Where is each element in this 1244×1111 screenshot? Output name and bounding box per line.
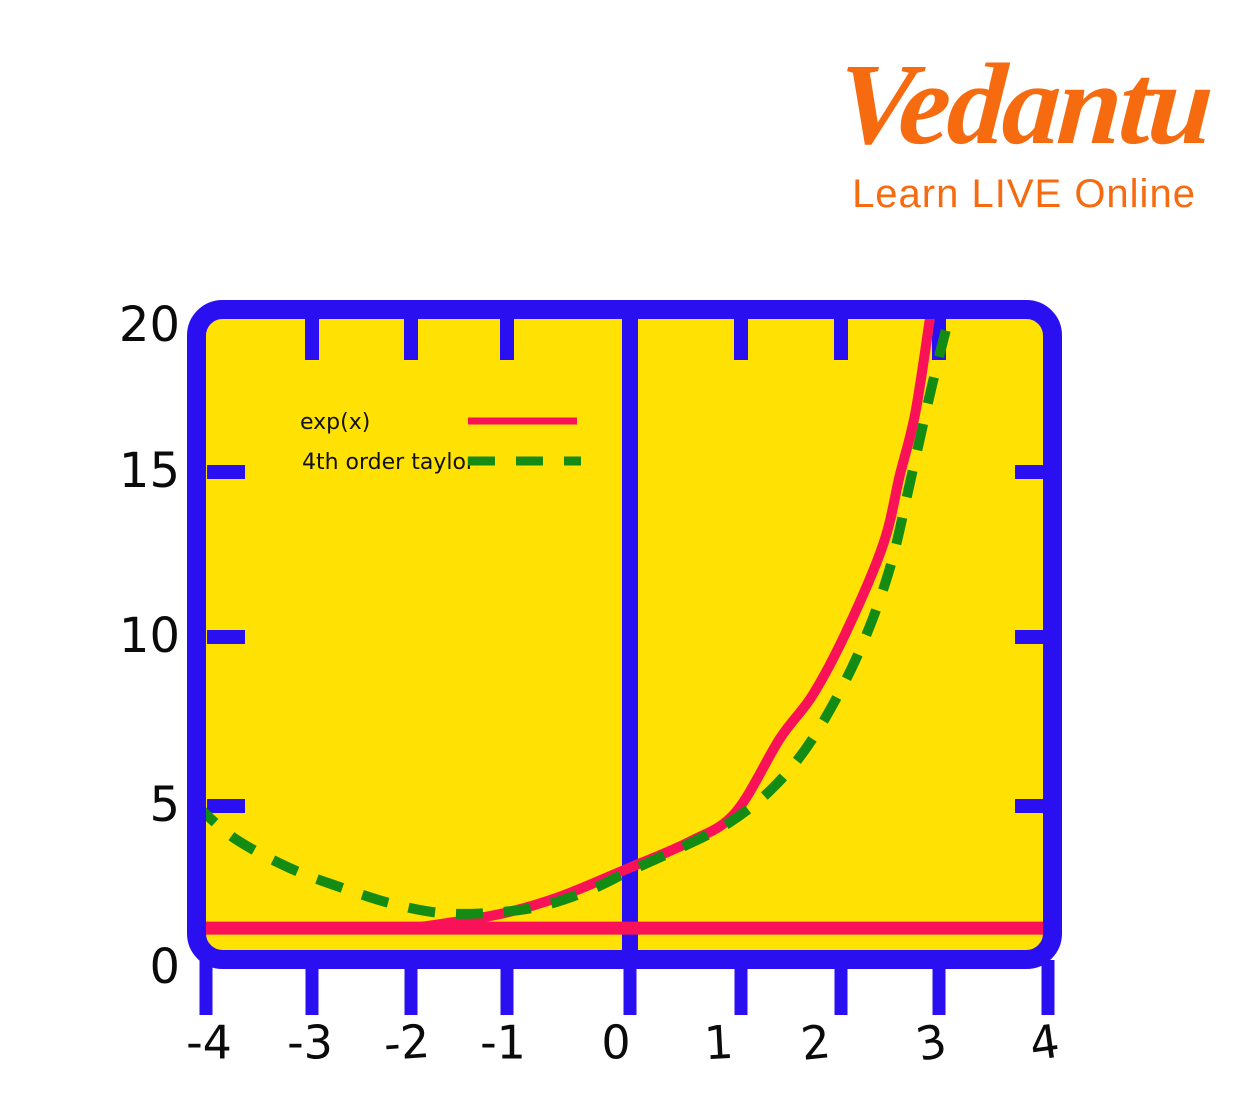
x-tick-mark-top xyxy=(734,310,748,360)
legend-label-exp: exp(x) xyxy=(300,410,370,435)
x-tick-mark-bottom xyxy=(1041,960,1055,1015)
y-tick-label: 15 xyxy=(119,443,180,499)
x-tick-mark-bottom xyxy=(404,960,418,1015)
legend: exp(x) 4th order taylor xyxy=(300,410,581,475)
x-tick-mark-bottom xyxy=(623,960,637,1015)
x-tick-label: -3 xyxy=(287,1016,333,1070)
y-tick-mark-left xyxy=(207,630,245,644)
outer-tick-marks xyxy=(199,960,1055,1015)
x-tick-mark-top xyxy=(500,310,514,360)
x-tick-label: 1 xyxy=(703,1015,735,1070)
y-tick-mark-right xyxy=(1015,799,1043,813)
x-tick-mark-top xyxy=(834,310,848,360)
legend-label-taylor: 4th order taylor xyxy=(302,450,476,475)
y-tick-mark-left xyxy=(207,799,245,813)
x-tick-label: -1 xyxy=(480,1016,526,1070)
y-tick-label: 0 xyxy=(149,939,180,995)
plot-frame xyxy=(187,300,1062,969)
vedantu-logo-tagline: Learn LIVE Online xyxy=(852,171,1196,216)
y-tick-label: 5 xyxy=(149,777,180,833)
x-axis-labels: -4 -3 -2 -1 0 1 2 3 4 xyxy=(186,1013,1063,1072)
x-tick-label: -4 xyxy=(186,1016,232,1070)
x-tick-label: 4 xyxy=(1026,1014,1063,1072)
y-axis-labels: 0 5 10 15 20 xyxy=(119,297,180,995)
x-tick-mark-top xyxy=(305,310,319,360)
x-tick-label: 0 xyxy=(601,1016,630,1070)
taylor-curve xyxy=(206,319,959,919)
x-zero-axis-line xyxy=(622,319,638,950)
x-tick-mark-bottom xyxy=(834,960,848,1015)
y-tick-mark-left xyxy=(207,465,245,479)
x-tick-mark-bottom xyxy=(734,960,748,1015)
inner-tick-marks xyxy=(207,310,1043,813)
y-tick-mark-right xyxy=(1015,465,1043,479)
x-tick-mark-bottom xyxy=(500,960,514,1015)
vedantu-logo: Vedantu Learn LIVE Online xyxy=(828,41,1220,217)
y-tick-label: 10 xyxy=(119,608,180,664)
x-tick-label: -2 xyxy=(382,1014,432,1071)
x-tick-mark-bottom xyxy=(932,960,946,1015)
x-tick-label: 3 xyxy=(911,1013,951,1072)
curve-layer xyxy=(206,319,1043,950)
x-tick-label: 2 xyxy=(798,1014,833,1071)
x-tick-mark-bottom xyxy=(305,960,319,1015)
x-tick-mark-top xyxy=(404,310,418,360)
y-tick-mark-right xyxy=(1015,630,1043,644)
x-tick-mark-bottom xyxy=(199,960,213,1015)
y-tick-label: 20 xyxy=(119,297,180,353)
